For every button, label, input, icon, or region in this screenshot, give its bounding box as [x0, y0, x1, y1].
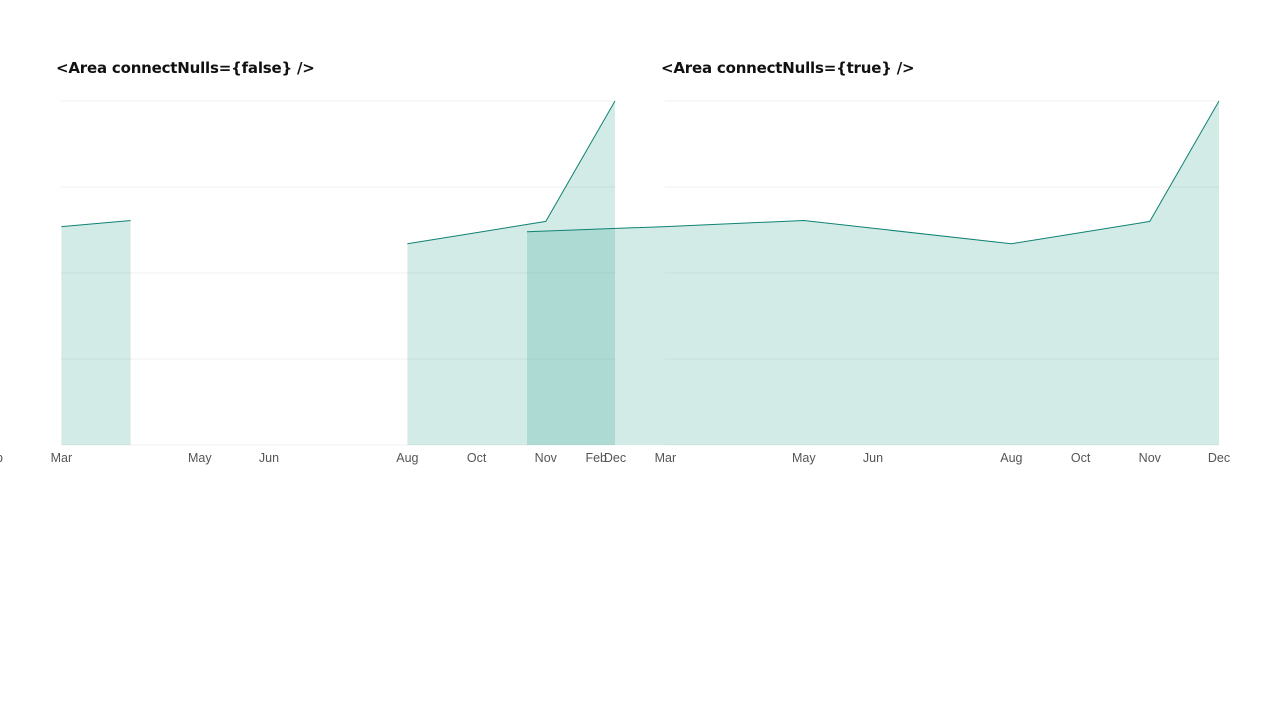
- area-series-line: [407, 100, 616, 245]
- x-tick-label: Dec: [604, 451, 626, 465]
- x-tick-label: Aug: [396, 451, 418, 465]
- x-tick-label: Feb: [585, 451, 607, 465]
- x-tick-label: Aug: [1000, 451, 1022, 465]
- x-tick-label: Oct: [467, 451, 487, 465]
- chart-title: <Area connectNulls={true} />: [661, 59, 915, 77]
- x-tick-label: Mar: [51, 451, 73, 465]
- x-tick-label: Feb: [0, 451, 3, 465]
- area-series-fill: [527, 101, 1219, 445]
- x-tick-label: Mar: [655, 451, 677, 465]
- x-tick-label: Jun: [863, 451, 883, 465]
- chart-panel-connect-nulls-true: <Area connectNulls={true} /> Feb Mar May Ju…: [526, 0, 1230, 480]
- x-tick-label: Nov: [535, 451, 558, 465]
- area-series-fill: [407, 101, 615, 445]
- x-tick-label: May: [792, 451, 816, 465]
- x-tick-label: Oct: [1071, 451, 1091, 465]
- area-chart-connect-nulls-false: Feb Mar May Jun Aug Oct Nov Dec: [0, 100, 626, 465]
- area-chart-connect-nulls-true: Feb Mar May Jun Aug Oct Nov Dec: [526, 100, 1230, 465]
- x-tick-label: Nov: [1139, 451, 1162, 465]
- x-tick-label: Dec: [1208, 451, 1230, 465]
- chart-title: <Area connectNulls={false} />: [56, 59, 315, 77]
- x-tick-label: Jun: [259, 451, 279, 465]
- area-series-line: [526, 100, 1220, 245]
- area-series-fill: [61, 220, 131, 445]
- chart-panel-connect-nulls-false: <Area connectNulls={false} /> Feb Mar May J…: [0, 0, 626, 480]
- x-tick-label: May: [188, 451, 212, 465]
- area-series-line: [61, 220, 131, 228]
